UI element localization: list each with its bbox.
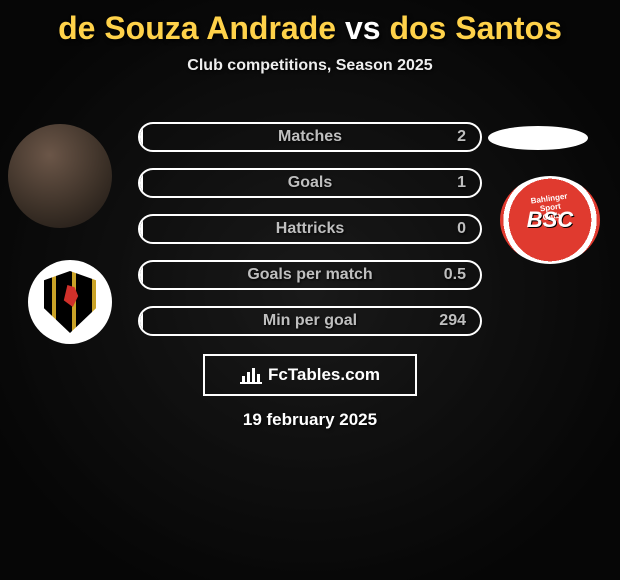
brand-rest: Tables.com: [288, 365, 380, 384]
stat-label: Goals per match: [247, 266, 372, 284]
player1-club-badge: [28, 260, 112, 344]
stat-value: 0: [457, 220, 466, 238]
footer-date: 19 february 2025: [0, 410, 620, 430]
player2-avatar-placeholder: [488, 126, 588, 150]
stat-label: Hattricks: [276, 220, 344, 238]
brand-strong: Fc: [268, 365, 288, 384]
stat-row-min-per-goal: Min per goal 294: [138, 306, 482, 336]
vs-text: vs: [345, 10, 381, 46]
stat-value: 2: [457, 128, 466, 146]
brand-link[interactable]: FcTables.com: [203, 354, 417, 396]
stat-row-goals-per-match: Goals per match 0.5: [138, 260, 482, 290]
stat-row-matches: Matches 2: [138, 122, 482, 152]
stat-fill: [140, 308, 143, 334]
content-wrapper: de Souza Andrade vs dos Santos Club comp…: [0, 0, 620, 75]
player1-avatar: [8, 124, 112, 228]
player2-club-monogram: BSC: [527, 207, 573, 233]
page-title: de Souza Andrade vs dos Santos: [0, 0, 620, 47]
player2-name: dos Santos: [389, 10, 561, 46]
brand-text: FcTables.com: [268, 365, 380, 385]
player1-club-shield-icon: [44, 271, 96, 333]
subtitle: Club competitions, Season 2025: [0, 57, 620, 75]
stat-label: Matches: [278, 128, 342, 146]
stat-label: Min per goal: [263, 312, 357, 330]
player1-name: de Souza Andrade: [58, 10, 336, 46]
stat-fill: [140, 216, 143, 242]
player2-club-badge: Bahlinger Sport Club BSC: [500, 176, 600, 264]
stat-value: 294: [439, 312, 466, 330]
stat-fill: [140, 170, 143, 196]
stat-row-goals: Goals 1: [138, 168, 482, 198]
chart-icon: [240, 366, 262, 384]
stat-row-hattricks: Hattricks 0: [138, 214, 482, 244]
stat-fill: [140, 124, 143, 150]
stat-label: Goals: [288, 174, 332, 192]
stat-value: 1: [457, 174, 466, 192]
stat-fill: [140, 262, 143, 288]
stat-value: 0.5: [444, 266, 466, 284]
stats-panel: Matches 2 Goals 1 Hattricks 0 Goals per …: [138, 122, 482, 352]
